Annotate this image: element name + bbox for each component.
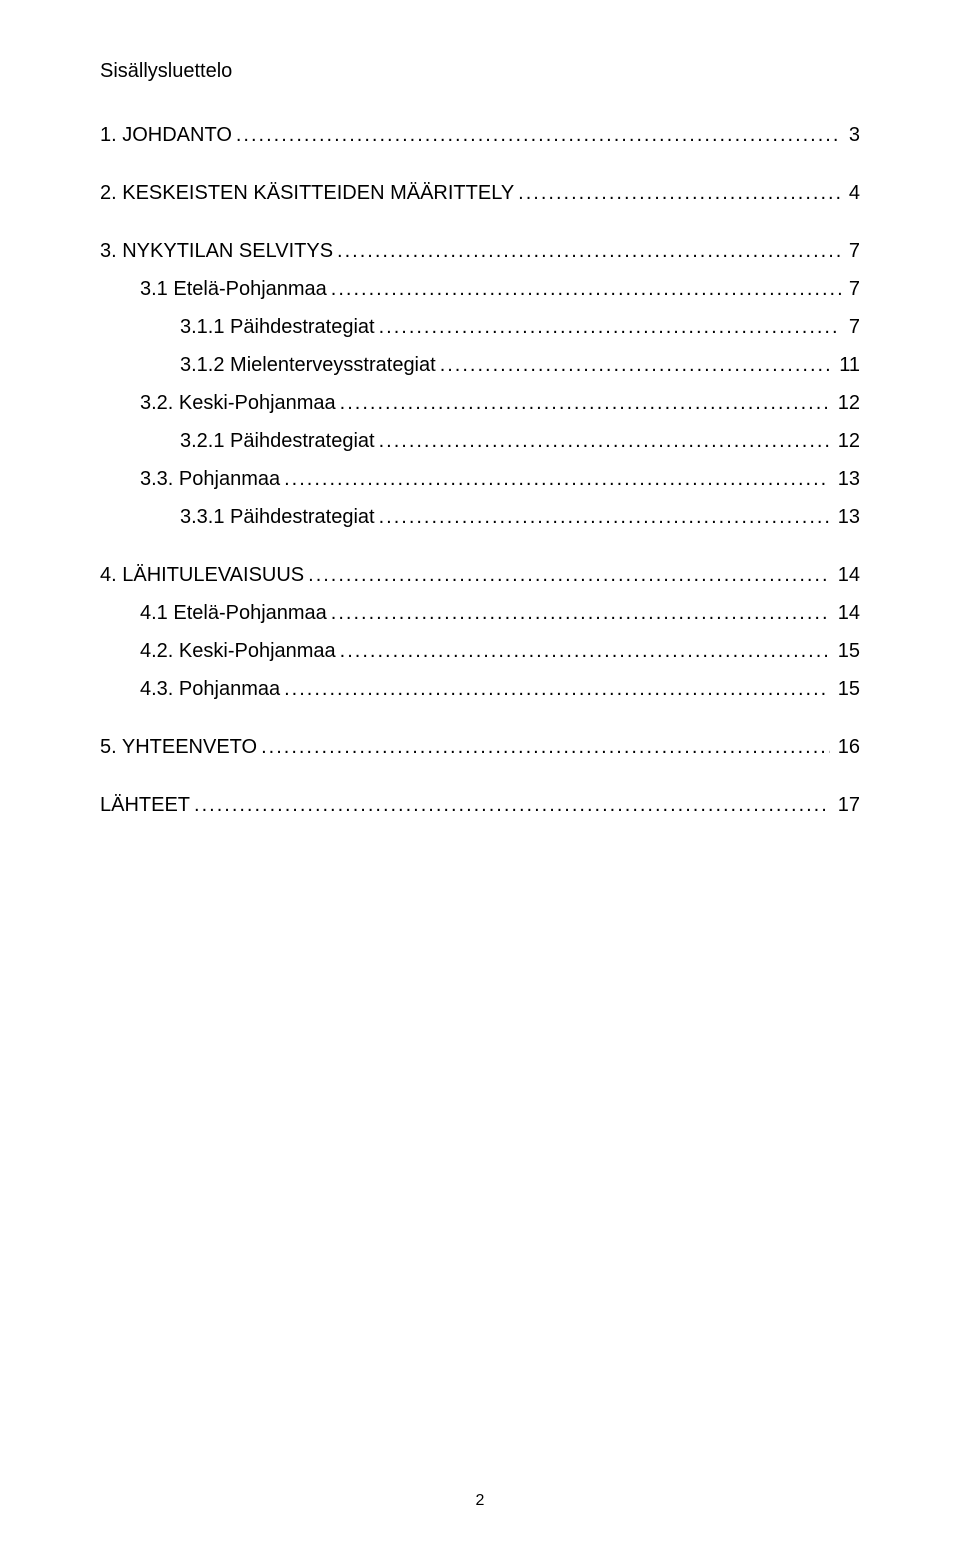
toc-page-number: 16 bbox=[834, 731, 860, 763]
toc-leader-dots bbox=[194, 789, 830, 821]
toc-leader-dots bbox=[340, 387, 830, 419]
toc-leader-dots bbox=[379, 501, 830, 533]
toc-page-number: 13 bbox=[834, 501, 860, 533]
toc-line: LÄHTEET 17 bbox=[100, 789, 860, 821]
toc-line: 3.3.1 Päihdestrategiat 13 bbox=[100, 501, 860, 533]
toc-label: 5. YHTEENVETO bbox=[100, 731, 257, 763]
toc-line: 3.1.1 Päihdestrategiat 7 bbox=[100, 311, 860, 343]
toc-line: 3.1 Etelä-Pohjanmaa 7 bbox=[100, 273, 860, 305]
toc-line: 5. YHTEENVETO 16 bbox=[100, 731, 860, 763]
toc-page-number: 12 bbox=[834, 425, 860, 457]
toc-label: LÄHTEET bbox=[100, 789, 190, 821]
page-number: 2 bbox=[476, 1492, 485, 1509]
toc-leader-dots bbox=[236, 119, 841, 151]
toc-label: 3.1.1 Päihdestrategiat bbox=[180, 311, 375, 343]
toc-line: 3.2. Keski-Pohjanmaa 12 bbox=[100, 387, 860, 419]
toc-line: 4.2. Keski-Pohjanmaa 15 bbox=[100, 635, 860, 667]
toc-label: 1. JOHDANTO bbox=[100, 119, 232, 151]
toc-page-number: 14 bbox=[834, 597, 860, 629]
toc-leader-dots bbox=[308, 559, 830, 591]
toc-label: 4. LÄHITULEVAISUUS bbox=[100, 559, 304, 591]
toc-label: 3.3. Pohjanmaa bbox=[140, 463, 280, 495]
toc-page-number: 14 bbox=[834, 559, 860, 591]
toc-page-number: 7 bbox=[845, 235, 860, 267]
toc-line: 4.1 Etelä-Pohjanmaa 14 bbox=[100, 597, 860, 629]
toc-page-number: 7 bbox=[845, 273, 860, 305]
toc-page-number: 13 bbox=[834, 463, 860, 495]
page-footer: 2 bbox=[0, 1492, 960, 1510]
toc-line: 4. LÄHITULEVAISUUS 14 bbox=[100, 559, 860, 591]
toc-line: 1. JOHDANTO 3 bbox=[100, 119, 860, 151]
toc-leader-dots bbox=[331, 597, 830, 629]
toc-page-number: 4 bbox=[845, 177, 860, 209]
toc-page-number: 11 bbox=[835, 349, 860, 381]
toc-line: 3.1.2 Mielenterveysstrategiat 11 bbox=[100, 349, 860, 381]
toc-line: 3.3. Pohjanmaa 13 bbox=[100, 463, 860, 495]
toc-leader-dots bbox=[331, 273, 841, 305]
toc-label: 3.1.2 Mielenterveysstrategiat bbox=[180, 349, 436, 381]
toc-label: 4.2. Keski-Pohjanmaa bbox=[140, 635, 336, 667]
toc-page-number: 12 bbox=[834, 387, 860, 419]
toc-leader-dots bbox=[261, 731, 830, 763]
toc-line: 4.3. Pohjanmaa 15 bbox=[100, 673, 860, 705]
toc-leader-dots bbox=[337, 235, 841, 267]
toc-leader-dots bbox=[379, 311, 841, 343]
toc-page-number: 15 bbox=[834, 635, 860, 667]
toc-label: 3.1 Etelä-Pohjanmaa bbox=[140, 273, 327, 305]
toc-leader-dots bbox=[440, 349, 832, 381]
toc-label: 2. KESKEISTEN KÄSITTEIDEN MÄÄRITTELY bbox=[100, 177, 514, 209]
toc-label: 3. NYKYTILAN SELVITYS bbox=[100, 235, 333, 267]
toc-page-number: 17 bbox=[834, 789, 860, 821]
toc-leader-dots bbox=[340, 635, 830, 667]
toc-leader-dots bbox=[284, 673, 830, 705]
toc-label: 3.3.1 Päihdestrategiat bbox=[180, 501, 375, 533]
toc-leader-dots bbox=[284, 463, 830, 495]
toc-page-number: 7 bbox=[845, 311, 860, 343]
toc-line: 2. KESKEISTEN KÄSITTEIDEN MÄÄRITTELY 4 bbox=[100, 177, 860, 209]
toc-title: Sisällysluettelo bbox=[100, 60, 860, 83]
toc-leader-dots bbox=[518, 177, 841, 209]
toc-label: 4.1 Etelä-Pohjanmaa bbox=[140, 597, 327, 629]
toc-line: 3.2.1 Päihdestrategiat 12 bbox=[100, 425, 860, 457]
toc-page-number: 15 bbox=[834, 673, 860, 705]
table-of-contents: 1. JOHDANTO 3 2. KESKEISTEN KÄSITTEIDEN MÄ… bbox=[100, 119, 860, 821]
toc-label: 3.2. Keski-Pohjanmaa bbox=[140, 387, 336, 419]
toc-label: 4.3. Pohjanmaa bbox=[140, 673, 280, 705]
toc-label: 3.2.1 Päihdestrategiat bbox=[180, 425, 375, 457]
toc-line: 3. NYKYTILAN SELVITYS 7 bbox=[100, 235, 860, 267]
document-page: Sisällysluettelo 1. JOHDANTO 3 2. KESKEIST… bbox=[0, 0, 960, 1550]
toc-leader-dots bbox=[379, 425, 830, 457]
toc-page-number: 3 bbox=[845, 119, 860, 151]
